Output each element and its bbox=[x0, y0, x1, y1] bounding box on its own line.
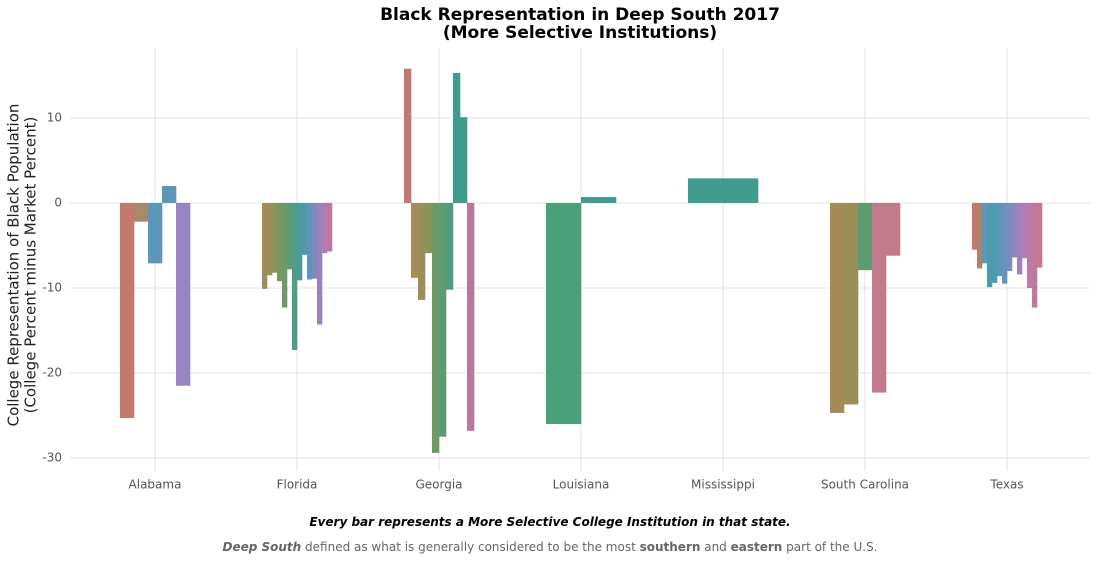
chart-title: (More Selective Institutions) bbox=[443, 23, 717, 43]
bar bbox=[297, 203, 303, 281]
bar bbox=[307, 203, 313, 280]
y-axis-label: (College Percent minus Market Percent) bbox=[22, 117, 40, 414]
bar bbox=[404, 68, 412, 203]
x-tick-label: Florida bbox=[277, 478, 318, 492]
bar bbox=[327, 203, 333, 252]
bar bbox=[546, 203, 582, 424]
bar bbox=[581, 197, 617, 203]
bar bbox=[688, 178, 759, 203]
bar bbox=[282, 203, 288, 308]
x-tick-label: South Carolina bbox=[821, 478, 909, 492]
note-part: eastern bbox=[730, 540, 783, 554]
note-part: southern bbox=[639, 540, 701, 554]
bar bbox=[176, 203, 191, 386]
bar bbox=[453, 72, 461, 203]
bar bbox=[292, 203, 298, 351]
bar bbox=[162, 186, 177, 203]
bar bbox=[439, 203, 447, 437]
bar bbox=[982, 203, 988, 264]
note-part: part of the U.S. bbox=[782, 540, 878, 554]
bar bbox=[858, 203, 873, 271]
bar bbox=[425, 203, 433, 254]
y-axis-label: College Representation of Black Populati… bbox=[5, 104, 23, 427]
bar bbox=[312, 203, 318, 279]
bar bbox=[418, 203, 426, 300]
caption: Every bar represents a More Selective Co… bbox=[309, 515, 791, 529]
bar bbox=[317, 203, 323, 325]
bar bbox=[134, 203, 149, 222]
bar bbox=[432, 203, 440, 453]
bar bbox=[1012, 203, 1018, 258]
y-tick-label: -10 bbox=[42, 281, 62, 295]
bar bbox=[972, 203, 978, 250]
bar bbox=[1027, 203, 1033, 288]
bar bbox=[844, 203, 859, 405]
bar bbox=[467, 203, 475, 431]
bar bbox=[287, 203, 293, 270]
bar bbox=[1007, 203, 1013, 271]
y-tick-label: -20 bbox=[42, 366, 62, 380]
bar bbox=[992, 203, 998, 283]
bar bbox=[267, 203, 273, 276]
x-tick-label: Texas bbox=[989, 478, 1023, 492]
bar bbox=[302, 203, 308, 255]
bar bbox=[977, 203, 983, 269]
bar bbox=[987, 203, 993, 288]
bar bbox=[830, 203, 845, 413]
note-part: Deep South bbox=[222, 540, 302, 554]
chart-title: Black Representation in Deep South 2017 bbox=[380, 5, 780, 25]
note-part: and bbox=[700, 540, 731, 554]
bar bbox=[1037, 203, 1043, 268]
bar bbox=[872, 203, 887, 393]
y-tick-label: -30 bbox=[42, 451, 62, 465]
y-tick-label: 10 bbox=[47, 111, 62, 125]
bar bbox=[148, 203, 163, 264]
bar bbox=[1032, 203, 1038, 308]
bar bbox=[1022, 203, 1028, 259]
y-tick-label: 0 bbox=[54, 196, 62, 210]
note-part: defined as what is generally considered … bbox=[301, 540, 640, 554]
bar bbox=[997, 203, 1003, 277]
x-tick-label: Mississippi bbox=[691, 478, 755, 492]
bar bbox=[1002, 203, 1008, 284]
x-tick-label: Alabama bbox=[129, 478, 182, 492]
x-tick-label: Louisiana bbox=[553, 478, 610, 492]
bar bbox=[460, 117, 468, 203]
bar bbox=[272, 203, 278, 273]
note: Deep South defined as what is generally … bbox=[0, 540, 1100, 554]
bar bbox=[277, 203, 283, 282]
bar bbox=[1017, 203, 1023, 275]
bar bbox=[886, 203, 901, 256]
bar bbox=[120, 203, 135, 419]
bar bbox=[262, 203, 268, 289]
bar bbox=[446, 203, 454, 290]
bar bbox=[322, 203, 328, 254]
bar bbox=[411, 203, 419, 278]
bars bbox=[120, 68, 1043, 453]
x-tick-label: Georgia bbox=[415, 478, 462, 492]
